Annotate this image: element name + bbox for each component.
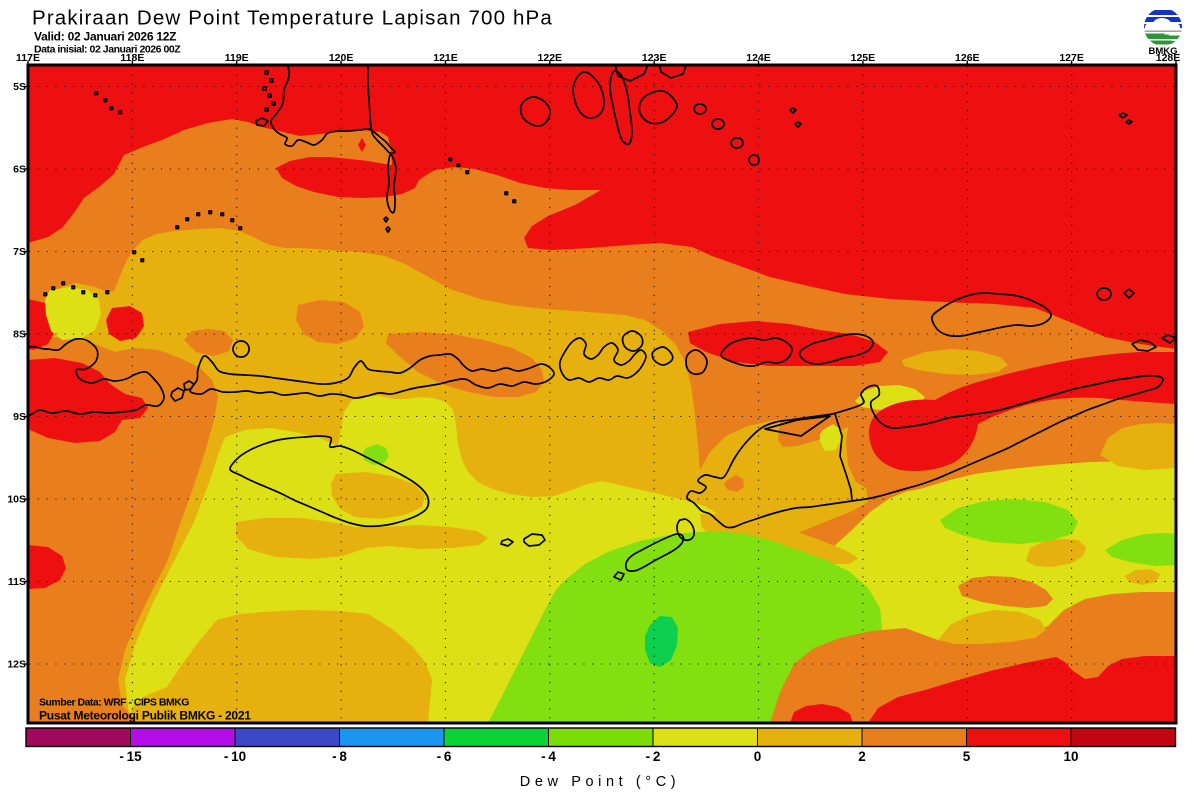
svg-text:0: 0 — [754, 749, 762, 764]
svg-text:119E: 119E — [225, 52, 249, 64]
svg-text:Prakiraan Dew Point Temperatur: Prakiraan Dew Point Temperature Lapisan … — [32, 7, 553, 30]
svg-text:Valid: 02 Januari 2026 12Z: Valid: 02 Januari 2026 12Z — [34, 30, 176, 44]
svg-text:10: 10 — [1063, 749, 1078, 764]
svg-text:125E: 125E — [851, 52, 876, 64]
svg-text:8S: 8S — [13, 329, 26, 341]
svg-text:2: 2 — [858, 749, 866, 764]
svg-text:120E: 120E — [329, 52, 354, 64]
svg-text:127E: 127E — [1059, 52, 1084, 64]
svg-text:9S: 9S — [13, 411, 26, 423]
svg-text:12S: 12S — [7, 659, 26, 671]
svg-text:Pusat Meteorologi Publik BMKG: Pusat Meteorologi Publik BMKG - 2021 — [39, 709, 251, 723]
svg-text:128E: 128E — [1156, 52, 1181, 64]
svg-text:- 6: - 6 — [437, 749, 452, 764]
svg-text:121E: 121E — [433, 52, 458, 64]
svg-text:- 4: - 4 — [541, 749, 556, 764]
svg-text:117E: 117E — [16, 52, 40, 64]
svg-text:Sumber Data: WRF - CIPS BMKG: Sumber Data: WRF - CIPS BMKG — [39, 697, 189, 709]
svg-text:122E: 122E — [538, 52, 563, 64]
svg-text:- 8: - 8 — [332, 749, 347, 764]
svg-text:123E: 123E — [642, 52, 667, 64]
svg-text:6S: 6S — [13, 164, 26, 176]
svg-text:124E: 124E — [746, 52, 771, 64]
svg-text:- 10: - 10 — [224, 749, 246, 764]
svg-text:5: 5 — [963, 749, 971, 764]
svg-text:118E: 118E — [120, 52, 144, 64]
svg-text:- 15: - 15 — [119, 749, 142, 764]
svg-text:10S: 10S — [7, 494, 26, 506]
svg-text:Data inisial: 02 Januari 2026: Data inisial: 02 Januari 2026 00Z — [34, 44, 181, 56]
svg-text:7S: 7S — [13, 246, 26, 258]
svg-text:126E: 126E — [955, 52, 980, 64]
svg-text:Dew Point (°C): Dew Point (°C) — [520, 774, 680, 790]
svg-text:5S: 5S — [13, 81, 26, 93]
svg-text:11S: 11S — [8, 576, 26, 588]
svg-text:BMKG: BMKG — [1148, 46, 1177, 57]
svg-text:- 2: - 2 — [646, 749, 661, 764]
